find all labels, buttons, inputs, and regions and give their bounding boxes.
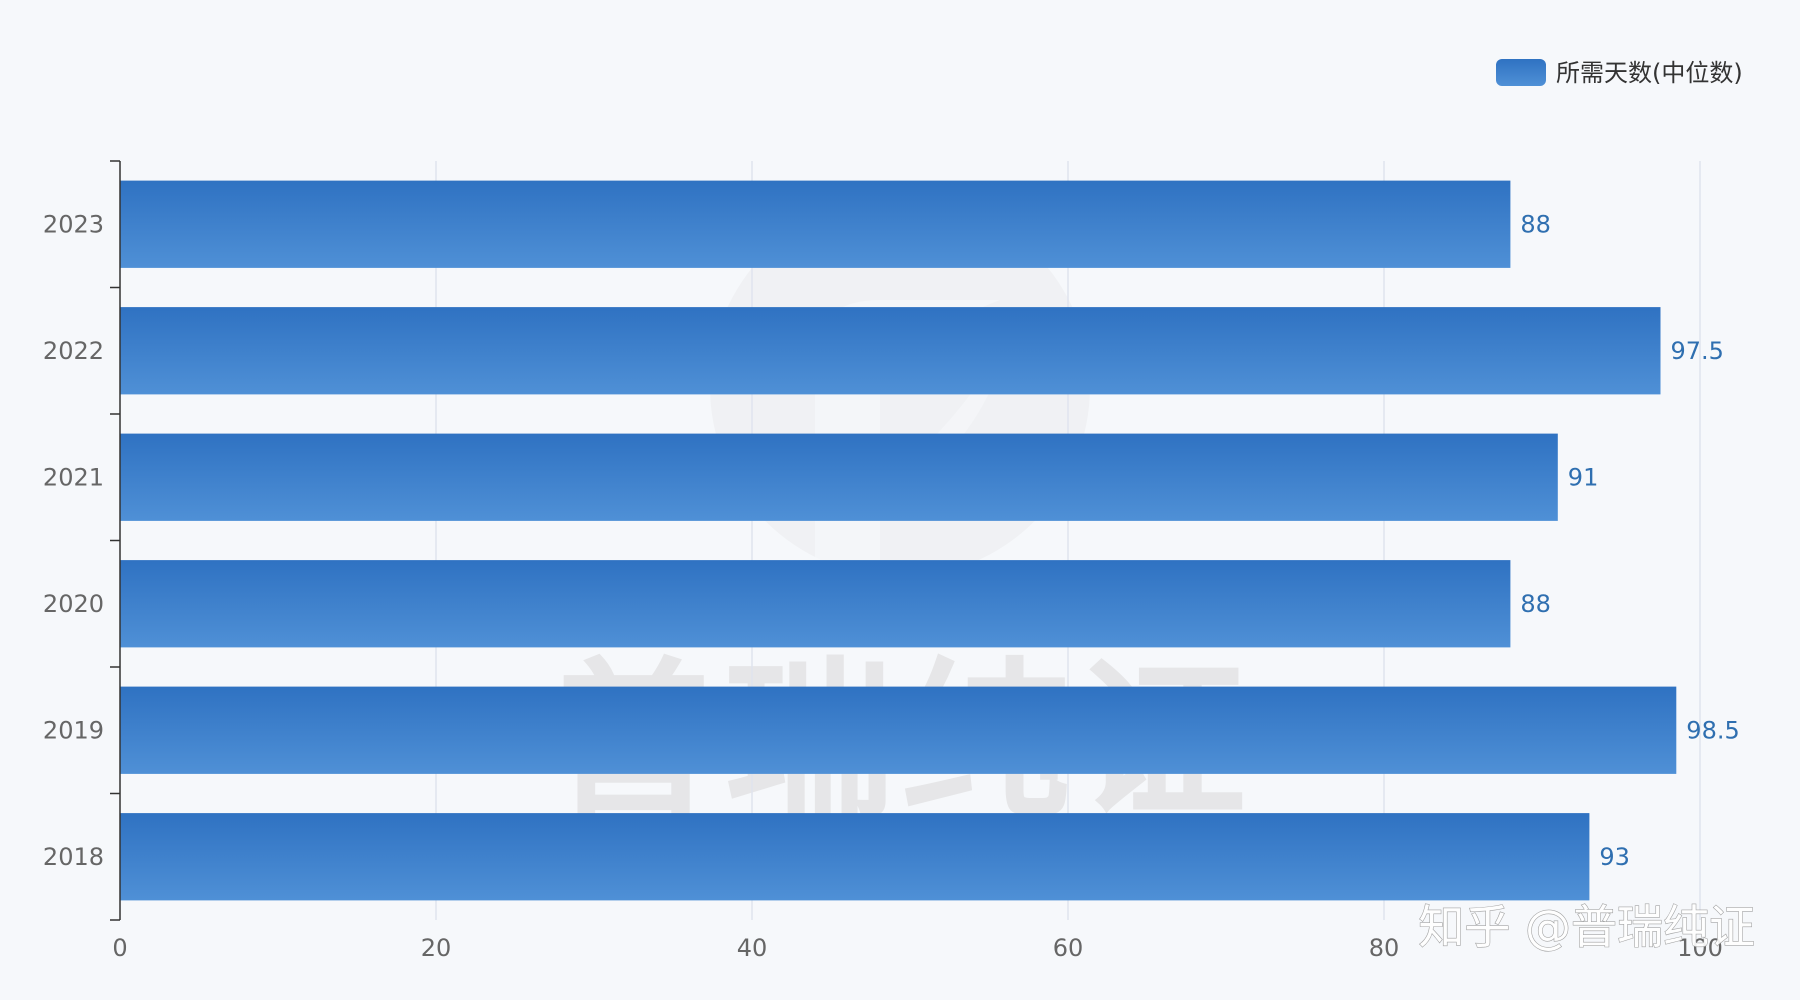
x-tick-label: 40 — [737, 934, 768, 962]
y-tick-label: 2018 — [43, 843, 104, 871]
bar-2021[interactable] — [120, 433, 1558, 521]
legend[interactable]: 所需天数(中位数) — [1496, 59, 1743, 87]
bar-2020[interactable] — [120, 560, 1511, 648]
bar-2023[interactable] — [120, 180, 1511, 268]
bars — [120, 180, 1677, 901]
legend-label: 所需天数(中位数) — [1556, 59, 1743, 87]
data-label: 98.5 — [1686, 716, 1739, 744]
legend-swatch — [1496, 59, 1546, 86]
data-labels: 88 97.5 91 88 98.5 93 — [1520, 210, 1739, 871]
x-tick-label: 60 — [1053, 934, 1084, 962]
data-label: 97.5 — [1671, 337, 1724, 365]
y-tick-label: 2019 — [43, 716, 104, 744]
data-label: 88 — [1520, 210, 1551, 238]
x-tick-label: 20 — [421, 934, 452, 962]
bar-2019[interactable] — [120, 686, 1677, 774]
axes: 0 20 40 60 80 100 2023 2022 2021 2020 2019 2018 — [43, 160, 1723, 962]
data-label: 93 — [1599, 843, 1630, 871]
y-tick-label: 2022 — [43, 337, 104, 365]
watermark-corner-text: 知乎 @普瑞纯证 — [1418, 900, 1755, 954]
y-tick-label: 2021 — [43, 463, 104, 491]
x-tick-label: 80 — [1369, 934, 1400, 962]
data-label: 91 — [1568, 463, 1599, 491]
y-tick-label: 2023 — [43, 210, 104, 238]
data-label: 88 — [1520, 590, 1551, 618]
x-tick-label: 0 — [112, 934, 127, 962]
x-tick-label: 100 — [1677, 934, 1723, 962]
grid-lines — [435, 161, 1701, 920]
bar-2018[interactable] — [120, 813, 1590, 901]
bar-2022[interactable] — [120, 307, 1661, 395]
y-tick-label: 2020 — [43, 590, 104, 618]
